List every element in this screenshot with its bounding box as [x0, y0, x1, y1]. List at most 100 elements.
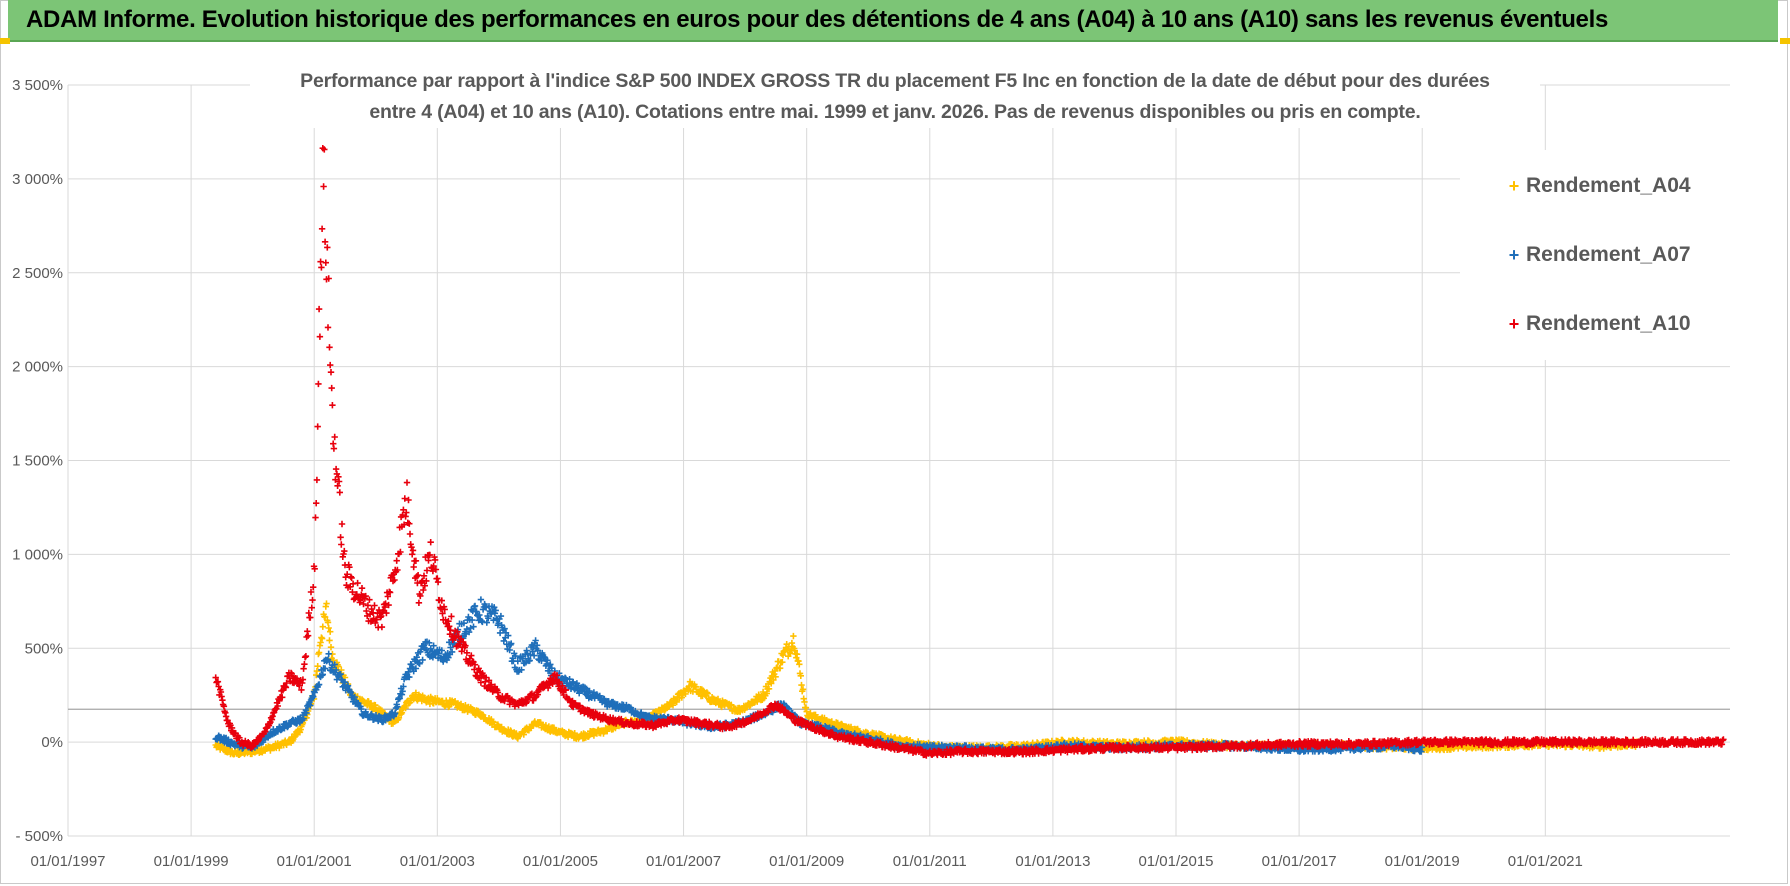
data-point-rendement-a07 — [529, 648, 536, 655]
data-point-rendement-a10 — [325, 275, 332, 282]
data-point-rendement-a10 — [393, 557, 400, 564]
data-point-rendement-a10 — [378, 623, 386, 631]
data-point-rendement-a10 — [384, 593, 391, 600]
data-point-rendement-a07 — [416, 660, 423, 667]
data-point-rendement-a10 — [307, 614, 314, 621]
data-point-rendement-a07 — [303, 709, 310, 717]
data-point-rendement-a07 — [544, 657, 551, 664]
data-point-rendement-a07 — [341, 679, 349, 686]
data-point-rendement-a10 — [431, 556, 439, 564]
data-point-rendement-a04 — [768, 680, 775, 687]
data-point-rendement-a10 — [307, 588, 315, 596]
y-tick-label: - 500% — [15, 828, 63, 845]
data-point-rendement-a04 — [790, 632, 797, 640]
data-point-rendement-a04 — [318, 635, 326, 642]
data-point-rendement-a10 — [409, 547, 417, 554]
data-point-rendement-a10 — [327, 361, 334, 369]
data-point-rendement-a10 — [363, 607, 370, 615]
data-point-rendement-a10 — [338, 520, 346, 528]
y-tick-label: 0% — [41, 734, 63, 751]
data-point-rendement-a10 — [471, 661, 479, 668]
data-point-rendement-a04 — [319, 623, 326, 630]
data-point-rendement-a10 — [410, 563, 417, 571]
data-point-rendement-a07 — [300, 715, 307, 722]
data-point-rendement-a07 — [447, 644, 454, 651]
data-point-rendement-a07 — [331, 661, 338, 668]
data-point-rendement-a10 — [358, 585, 366, 592]
data-point-rendement-a07 — [326, 658, 333, 665]
data-point-rendement-a10 — [423, 577, 430, 585]
data-point-rendement-a10 — [279, 694, 286, 701]
data-point-rendement-a10 — [335, 478, 343, 485]
data-point-rendement-a10 — [618, 715, 625, 723]
data-point-rendement-a07 — [319, 671, 326, 678]
data-point-rendement-a04 — [327, 628, 334, 635]
data-point-rendement-a10 — [309, 596, 316, 604]
data-point-rendement-a10 — [391, 576, 398, 584]
y-tick-label: 500% — [25, 640, 63, 657]
data-point-rendement-a04 — [323, 600, 330, 607]
data-point-rendement-a04 — [793, 651, 801, 658]
data-point-rendement-a04 — [395, 714, 403, 721]
y-tick-label: 2 500% — [12, 265, 63, 282]
data-point-rendement-a07 — [477, 596, 485, 603]
y-tick-label: 1 000% — [12, 546, 63, 563]
data-point-rendement-a10 — [316, 333, 324, 340]
data-point-rendement-a07 — [532, 637, 539, 644]
data-point-rendement-a10 — [468, 652, 475, 659]
x-tick-label: 01/01/2021 — [1508, 853, 1583, 870]
data-point-rendement-a07 — [514, 658, 521, 665]
data-point-rendement-a10 — [417, 592, 424, 600]
x-tick-label: 01/01/2003 — [400, 853, 475, 870]
data-point-rendement-a10 — [562, 686, 570, 694]
data-point-rendement-a04 — [669, 702, 677, 709]
data-point-rendement-a04 — [326, 637, 333, 644]
data-point-rendement-a10 — [425, 557, 432, 564]
data-point-rendement-a07 — [465, 628, 473, 636]
data-point-rendement-a10 — [332, 465, 340, 473]
title-banner: ADAM Informe. Evolution historique des p… — [8, 0, 1778, 42]
x-tick-label: 01/01/2013 — [1015, 853, 1090, 870]
data-point-rendement-a10 — [299, 676, 307, 683]
data-point-rendement-a10 — [341, 547, 348, 555]
data-point-rendement-a10 — [386, 589, 394, 596]
data-point-rendement-a10 — [357, 597, 364, 604]
x-tick-label: 01/01/2019 — [1385, 853, 1460, 870]
data-point-rendement-a04 — [335, 663, 342, 670]
data-point-rendement-a10 — [364, 602, 372, 609]
data-point-rendement-a10 — [274, 702, 281, 710]
data-point-rendement-a07 — [430, 642, 437, 649]
y-tick-label: 2 000% — [12, 359, 63, 376]
data-point-rendement-a10 — [329, 402, 336, 409]
data-point-rendement-a07 — [471, 602, 479, 610]
data-point-rendement-a04 — [324, 619, 332, 626]
data-point-rendement-a10 — [412, 557, 420, 564]
x-tick-label: 01/01/2015 — [1138, 853, 1213, 870]
data-point-rendement-a10 — [368, 605, 375, 613]
data-point-rendement-a10 — [445, 618, 452, 625]
data-point-rendement-a10 — [426, 551, 434, 559]
data-point-rendement-a07 — [526, 657, 533, 664]
data-point-rendement-a07 — [483, 619, 490, 626]
data-point-rendement-a10 — [348, 574, 355, 582]
data-point-rendement-a04 — [321, 613, 329, 621]
data-point-rendement-a07 — [448, 648, 456, 656]
data-point-rendement-a07 — [534, 647, 541, 654]
data-point-rendement-a10 — [553, 672, 561, 679]
x-tick-label: 01/01/2007 — [646, 853, 721, 870]
data-point-rendement-a10 — [301, 654, 309, 661]
data-point-rendement-a07 — [307, 702, 314, 709]
data-point-rendement-a10 — [406, 520, 413, 527]
data-point-rendement-a10 — [304, 632, 312, 639]
x-tick-label: 01/01/2011 — [893, 853, 967, 870]
data-point-rendement-a07 — [332, 666, 340, 674]
y-tick-label: 1 500% — [12, 453, 63, 470]
data-point-rendement-a10 — [318, 264, 325, 271]
data-point-rendement-a10 — [344, 571, 351, 578]
data-point-rendement-a07 — [505, 632, 512, 639]
data-point-rendement-a04 — [314, 663, 321, 670]
data-point-rendement-a10 — [448, 613, 455, 620]
data-point-rendement-a10 — [346, 564, 353, 571]
data-point-rendement-a10 — [403, 479, 411, 486]
